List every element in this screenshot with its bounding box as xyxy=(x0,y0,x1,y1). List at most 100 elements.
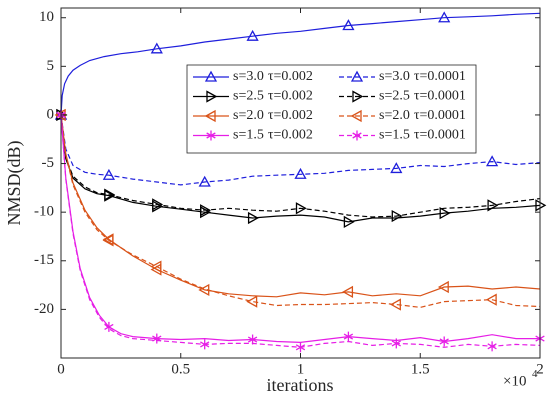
y-tick-label: -15 xyxy=(34,252,54,268)
series-3-marker-3 xyxy=(200,204,212,217)
series-7-marker-3 xyxy=(391,338,401,349)
series-1-line xyxy=(60,114,541,186)
series-7-marker-1 xyxy=(200,339,210,350)
series-3-marker-5 xyxy=(391,209,403,223)
series-6-marker-1 xyxy=(104,321,114,332)
legend-box xyxy=(186,64,477,154)
legend-label-tau: τ=0.002 xyxy=(268,89,313,104)
series-3-marker-2 xyxy=(152,198,164,211)
series-5-marker-5 xyxy=(485,293,497,306)
legend-label: s=2.5 τ=0.002 xyxy=(233,89,313,104)
series-5-marker-2 xyxy=(150,260,162,273)
legend-item-3: s=2.5 τ=0.0001 xyxy=(339,89,466,104)
series-7-marker-4 xyxy=(487,341,497,352)
legend-label-tau: τ=0.0001 xyxy=(414,128,466,143)
x-tick-label: 2 xyxy=(536,362,544,378)
legend-label-tau: τ=0.002 xyxy=(268,128,313,143)
y-tick-label: -20 xyxy=(34,301,54,317)
legend-label-s: s=2.0 xyxy=(233,108,264,123)
series-5-marker-4 xyxy=(389,298,401,311)
legend-label-tau: τ=0.002 xyxy=(268,108,313,123)
asterisk-stroke xyxy=(295,344,306,351)
y-tick-label: -10 xyxy=(34,204,54,220)
legend-item-0: s=3.0 τ=0.002 xyxy=(193,69,313,84)
legend-marker xyxy=(206,130,216,141)
plot-area xyxy=(61,8,540,358)
legend-marker xyxy=(204,109,216,123)
series-1-marker-1 xyxy=(102,168,116,180)
asterisk-stroke xyxy=(391,340,401,347)
x-exponent-power: 4 xyxy=(532,368,538,380)
legend-label-s: s=3.0 xyxy=(379,69,410,84)
legend-item-2: s=2.5 τ=0.002 xyxy=(193,89,313,104)
legend-label-s: s=2.5 xyxy=(379,89,410,104)
asterisk-stroke xyxy=(247,336,258,343)
asterisk-stroke xyxy=(343,333,354,340)
series-2-marker-4 xyxy=(247,211,259,225)
legend-marker xyxy=(350,109,362,123)
y-tick-label: 5 xyxy=(47,58,55,74)
legend-marker xyxy=(206,90,218,103)
legend-item-1: s=3.0 τ=0.0001 xyxy=(339,69,466,84)
series-3-marker-6 xyxy=(487,199,499,212)
asterisk-stroke xyxy=(439,338,449,345)
series-2-marker-5 xyxy=(343,215,355,228)
legend-marker xyxy=(352,90,364,103)
legend-label-tau: τ=0.0001 xyxy=(414,108,466,123)
series-5-line xyxy=(60,114,541,309)
series-6-marker-3 xyxy=(247,334,258,345)
y-axis-label: NMSD(dB) xyxy=(4,140,25,225)
series-5-marker-3 xyxy=(246,295,258,308)
legend-label-s: s=2.0 xyxy=(379,108,410,123)
asterisk-stroke xyxy=(200,341,210,348)
series-2-marker-6 xyxy=(439,207,451,220)
series-0-marker-3 xyxy=(342,19,355,31)
legend-label: s=3.0 τ=0.0001 xyxy=(379,69,466,84)
legend-marker xyxy=(350,70,364,82)
legend-label-s: s=3.0 xyxy=(233,69,264,84)
asterisk-stroke xyxy=(104,323,114,330)
legend-label: s=1.5 τ=0.0001 xyxy=(379,128,466,143)
series-6-marker-5 xyxy=(439,336,449,347)
series-0-marker-2 xyxy=(246,29,259,41)
series-3-marker-4 xyxy=(295,202,307,215)
series-7-line xyxy=(60,114,541,348)
legend-label-s: s=2.5 xyxy=(233,89,264,104)
series-1-marker-5 xyxy=(485,155,499,167)
y-tick-label: -5 xyxy=(42,155,55,171)
series-6-marker-4 xyxy=(343,331,354,342)
x-tick-label: 1.5 xyxy=(411,362,430,378)
legend-label-s: s=1.5 xyxy=(233,128,264,143)
series-4-marker-4 xyxy=(342,285,354,298)
asterisk-stroke xyxy=(487,343,497,350)
x-tick-label: 1 xyxy=(297,362,305,378)
legend-item-6: s=1.5 τ=0.002 xyxy=(193,128,313,143)
y-tick-label: 0 xyxy=(47,106,55,122)
x-exponent-label: ×10 xyxy=(503,374,526,390)
y-tick-label: 10 xyxy=(39,9,54,25)
series-6-line xyxy=(60,114,540,344)
asterisk-stroke xyxy=(152,335,162,342)
legend-item-5: s=2.0 τ=0.0001 xyxy=(339,108,466,123)
asterisk-stroke xyxy=(206,132,216,139)
legend-marker xyxy=(204,70,218,82)
series-7-marker-2 xyxy=(295,342,306,353)
legend-item-7: s=1.5 τ=0.0001 xyxy=(339,128,466,143)
x-tick-label: 0.5 xyxy=(171,362,190,378)
series-6-marker-2 xyxy=(152,333,162,344)
series-1-marker-2 xyxy=(198,175,211,187)
series-4-marker-5 xyxy=(437,280,449,294)
legend-marker xyxy=(352,130,362,141)
legend-label: s=2.0 τ=0.002 xyxy=(233,108,313,123)
series-3-line xyxy=(60,114,541,218)
series-0-marker-1 xyxy=(150,42,163,54)
legend-label-tau: τ=0.002 xyxy=(268,69,313,84)
series-5-marker-1 xyxy=(102,234,114,247)
legend-label: s=1.5 τ=0.002 xyxy=(233,128,313,143)
asterisk-stroke xyxy=(352,132,362,139)
legend-item-4: s=2.0 τ=0.002 xyxy=(193,108,313,123)
series-3-marker-1 xyxy=(104,188,116,201)
legend-label: s=2.5 τ=0.0001 xyxy=(379,89,466,104)
